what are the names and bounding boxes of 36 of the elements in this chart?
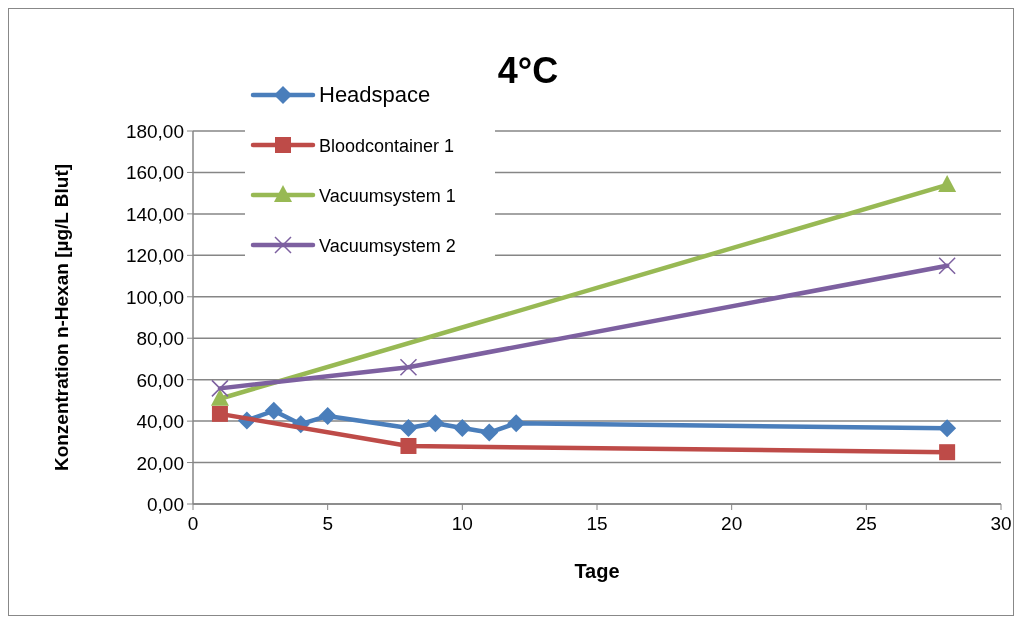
point: [939, 444, 956, 461]
y-tick-label: 180,00: [125, 121, 184, 142]
point: [399, 418, 418, 437]
x-tick-label: 10: [451, 513, 473, 534]
legend-label: Headspace: [319, 82, 431, 107]
x-tick-label: 20: [721, 513, 743, 534]
point: [211, 405, 228, 422]
y-axis-title: Konzentration n-Hexan [µg/L Blut]: [51, 163, 72, 472]
y-tick-label: 160,00: [125, 162, 184, 184]
x-axis-title: Tage: [574, 560, 620, 582]
y-tick-label: 60,00: [136, 369, 184, 391]
y-tick-label: 20,00: [136, 452, 184, 474]
x-tick-label: 25: [855, 513, 877, 534]
x-tick-label: 30: [990, 513, 1012, 534]
y-tick-label: 100,00: [125, 286, 184, 308]
point: [399, 358, 418, 376]
chart-title: 4°C: [497, 50, 559, 91]
point: [264, 401, 283, 420]
point: [938, 256, 956, 275]
x-tick-label: 15: [586, 513, 608, 534]
point: [426, 414, 445, 433]
point: [938, 419, 957, 438]
y-tick-label: 140,00: [125, 203, 184, 225]
legend-label: Bloodcontainer 1: [319, 136, 455, 156]
x-tick-label: 5: [322, 513, 333, 534]
legend-label: Vacuumsystem 1: [319, 186, 456, 206]
y-tick-label: 0,00: [147, 494, 184, 515]
y-tick-label: 40,00: [136, 411, 184, 433]
point: [480, 423, 499, 442]
legend-label: Vacuumsystem 2: [319, 236, 456, 256]
point: [318, 406, 337, 425]
y-tick-label: 80,00: [136, 328, 184, 350]
point: [400, 437, 417, 454]
x-tick-label: 0: [187, 513, 199, 534]
y-tick-label: 120,00: [125, 245, 184, 267]
point: [453, 418, 472, 437]
